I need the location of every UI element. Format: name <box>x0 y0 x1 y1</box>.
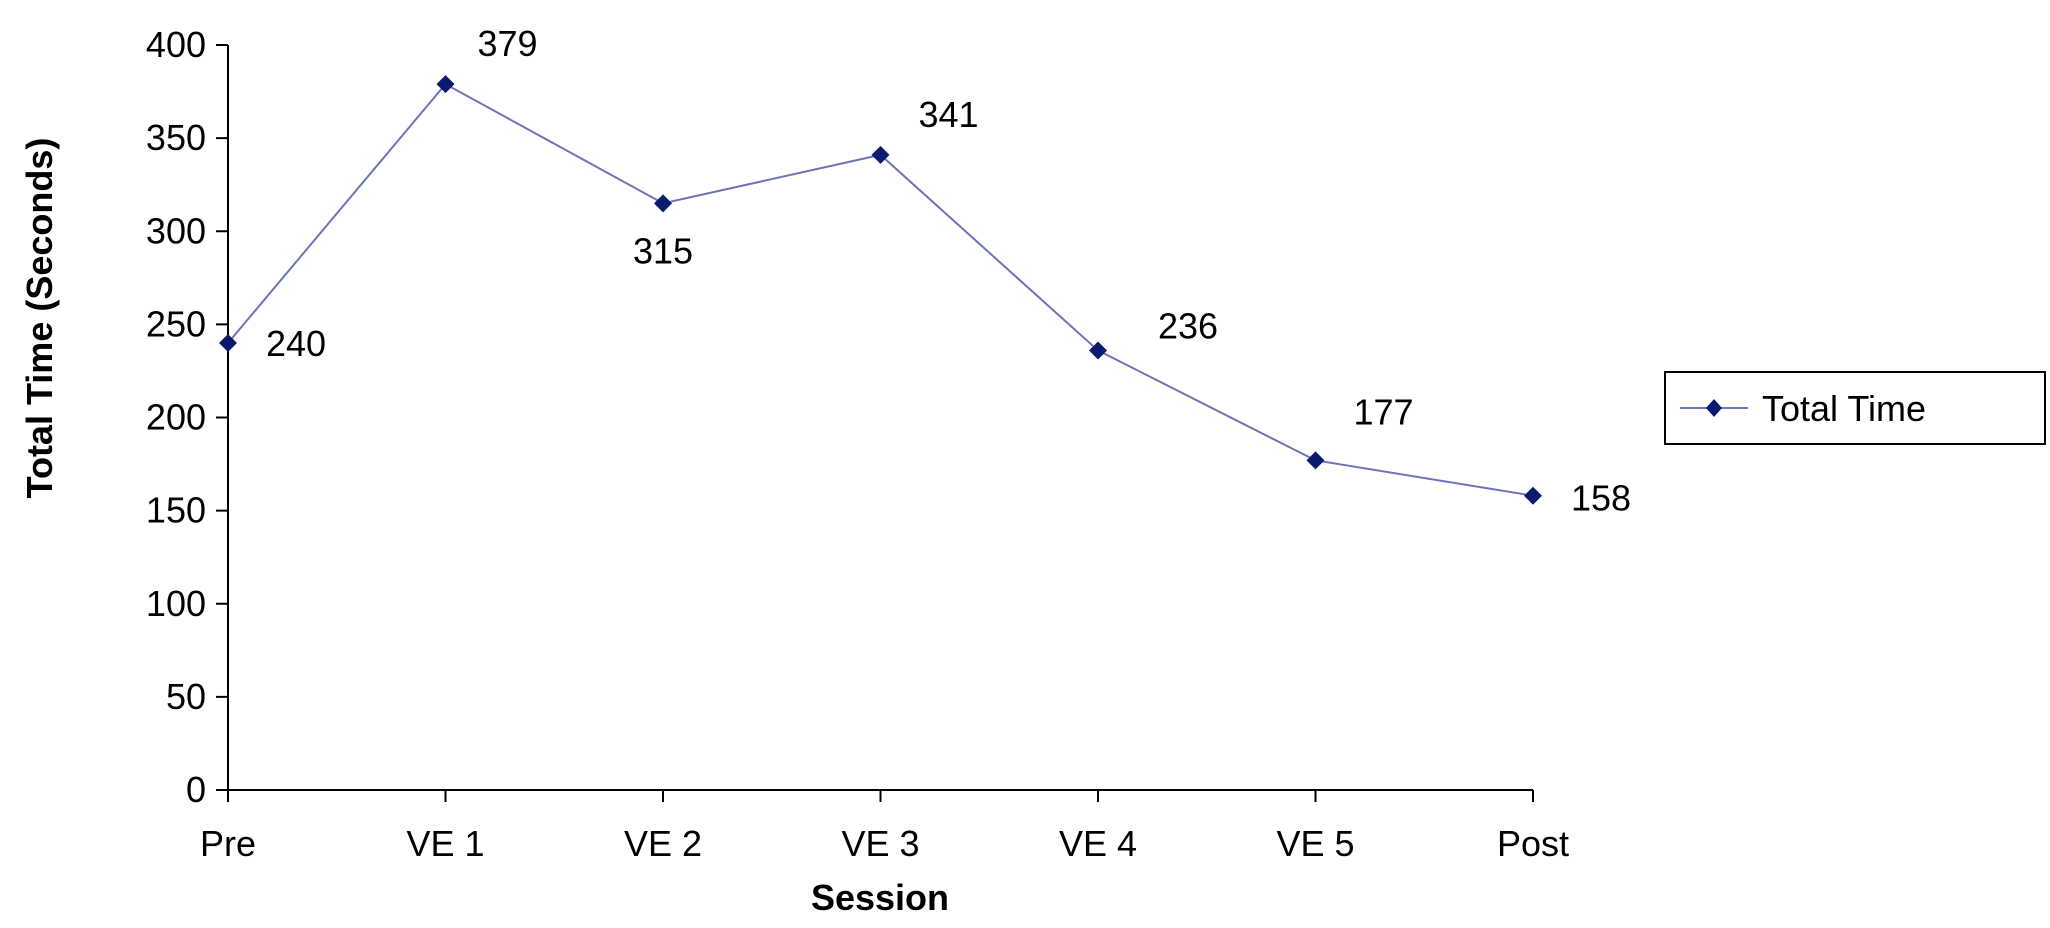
data-label: 341 <box>919 94 979 135</box>
data-label: 315 <box>633 230 693 271</box>
y-tick-label: 400 <box>146 24 206 65</box>
data-point <box>436 75 455 94</box>
x-tick-label: Post <box>1497 823 1569 864</box>
data-label: 240 <box>266 323 326 364</box>
y-tick-label: 150 <box>146 490 206 531</box>
data-labels: 240 379 315 341 236 177 158 <box>266 23 1631 519</box>
y-axis-ticks: 0 50 100 150 200 250 300 350 400 <box>146 24 228 810</box>
x-tick-label: VE 2 <box>624 823 702 864</box>
x-tick-label: VE 4 <box>1059 823 1137 864</box>
data-label: 158 <box>1571 478 1631 519</box>
legend: Total Time <box>1664 371 2046 445</box>
data-label: 177 <box>1354 391 1414 432</box>
series-line <box>227 82 1534 497</box>
data-point <box>1524 486 1542 505</box>
y-tick-label: 300 <box>146 210 206 251</box>
legend-label: Total Time <box>1762 388 1926 429</box>
data-label: 236 <box>1158 305 1218 346</box>
y-tick-label: 250 <box>146 303 206 344</box>
data-point <box>219 334 237 352</box>
data-label: 379 <box>478 23 538 64</box>
x-tick-label: VE 1 <box>406 823 484 864</box>
legend-marker <box>1706 399 1722 417</box>
x-axis-ticks: Pre VE 1 VE 2 VE 3 VE 4 VE 5 Post <box>200 790 1569 864</box>
x-tick-label: VE 5 <box>1276 823 1354 864</box>
data-point <box>1089 341 1107 360</box>
x-axis-title: Session <box>811 877 949 918</box>
y-tick-label: 100 <box>146 583 206 624</box>
data-point <box>1306 451 1325 470</box>
series-total-time <box>219 75 1542 505</box>
data-point <box>871 145 890 164</box>
data-point <box>654 194 672 213</box>
y-tick-label: 350 <box>146 117 206 158</box>
y-axis-title: Total Time (Seconds) <box>19 138 60 499</box>
y-tick-label: 50 <box>166 676 206 717</box>
y-tick-label: 0 <box>186 769 206 810</box>
x-tick-label: VE 3 <box>841 823 919 864</box>
x-tick-label: Pre <box>200 823 256 864</box>
y-tick-label: 200 <box>146 397 206 438</box>
